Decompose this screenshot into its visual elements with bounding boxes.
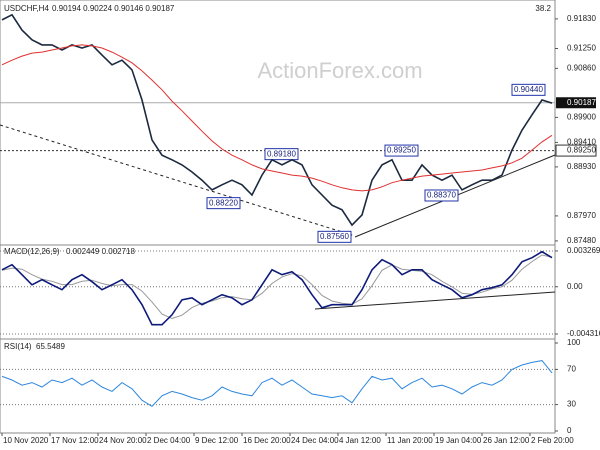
series-line — [1, 254, 553, 320]
price-annotation-box — [424, 189, 459, 202]
chart-title: RSI(14) — [4, 342, 32, 351]
y-tick-label: -0.004316 — [567, 329, 600, 338]
x-tick-label: 2 Dec 04:00 — [147, 436, 191, 445]
y-tick-label: 0.003269 — [567, 246, 600, 255]
y-tick-label: 0.87480 — [567, 236, 596, 245]
trendline — [314, 291, 556, 310]
x-tick-label: 9 Dec 12:00 — [195, 436, 239, 445]
x-tick-label: 24 Dec 04:00 — [291, 436, 339, 445]
watermark: ActionForex.com — [257, 58, 422, 83]
series-line — [1, 360, 553, 408]
x-tick-label: 24 Nov 20:00 — [99, 436, 147, 445]
x-tick-label: 4 Jan 12:00 — [339, 436, 381, 445]
series-line — [1, 44, 553, 192]
price-annotation-box — [511, 83, 546, 96]
y-tick-label: 0.91830 — [567, 14, 596, 23]
x-tick-label: 19 Jan 04:00 — [435, 436, 482, 445]
price-annotation: 0.89250 — [387, 146, 416, 155]
x-tick-label: 16 Dec 20:00 — [243, 436, 291, 445]
readout: 65.5489 — [36, 342, 65, 351]
price-box — [556, 97, 596, 109]
y-tick-label: 0.89410 — [567, 138, 596, 147]
y-tick-label: 0.87970 — [567, 211, 596, 220]
annotation: 38.2 — [535, 4, 551, 13]
y-tick-label: 0.89900 — [567, 113, 596, 122]
price-readout: 0.90194 0.90224 0.90146 0.90187 — [52, 4, 175, 13]
x-tick-label: 26 Jan 12:00 — [483, 436, 530, 445]
y-tick-label: 0.00 — [567, 282, 583, 291]
price-annotation-box — [206, 197, 241, 210]
price-annotation: 0.90440 — [514, 85, 543, 94]
chart-title: USDCHF,H4 — [4, 4, 49, 13]
x-tick-label: 10 Nov 2020 — [3, 436, 49, 445]
price-annotation: 0.88370 — [427, 191, 456, 200]
level-box — [555, 144, 597, 157]
x-tick-label: 11 Jan 20:00 — [387, 436, 433, 445]
y-tick-label: 30 — [567, 400, 576, 409]
chart-title: MACD(12,26,9) — [4, 247, 60, 256]
series-line — [1, 250, 553, 326]
price-annotation: 0.88220 — [209, 198, 238, 207]
price-annotation-box — [264, 148, 299, 161]
price-label: 0.90187 — [567, 98, 596, 107]
x-tick-label: 2 Feb 20:00 — [531, 436, 574, 445]
y-tick-label: 0 — [567, 426, 572, 435]
x-tick-label: 17 Nov 12:00 — [51, 436, 99, 445]
y-tick-label: 0.88930 — [567, 162, 596, 171]
y-tick-label: 0.90860 — [567, 64, 596, 73]
trendline — [0, 124, 356, 237]
price-annotation-box — [384, 144, 419, 157]
price-annotation: 0.87560 — [320, 232, 349, 241]
price-annotation: 0.89180 — [267, 149, 296, 158]
price-annotation-box — [317, 230, 352, 243]
plot-frame — [0, 0, 556, 434]
readout: 0.002449 0.002718 — [66, 247, 136, 256]
y-tick-label: 100 — [567, 338, 581, 347]
series-line — [1, 13, 553, 227]
y-tick-label: 70 — [567, 365, 576, 374]
y-tick-label: 0.91250 — [567, 44, 596, 53]
level-label: 0.89250 — [567, 146, 596, 155]
